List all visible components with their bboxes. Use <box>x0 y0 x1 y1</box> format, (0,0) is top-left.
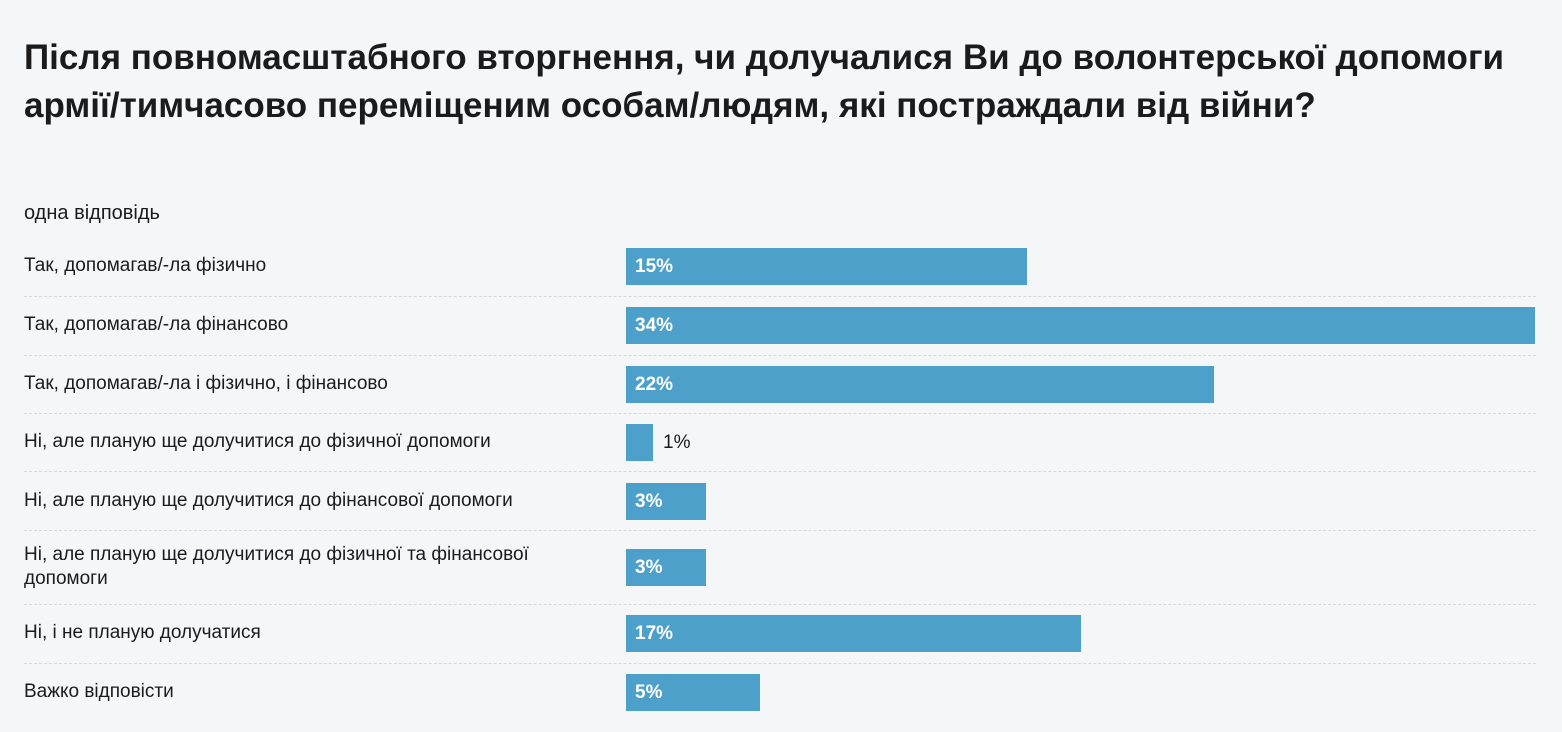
row-divider <box>24 663 1536 664</box>
category-label: Ні, але планую ще долучитися до фізичної… <box>24 544 529 589</box>
bar <box>626 307 1535 344</box>
row-divider <box>24 355 1536 356</box>
bar-value-label: 17% <box>635 623 674 644</box>
bar-value-label: 3% <box>635 557 663 578</box>
row-divider <box>24 471 1536 472</box>
bar <box>626 366 1214 403</box>
bar <box>626 424 653 461</box>
category-label: Так, допомагав/-ла фінансово <box>24 314 289 335</box>
row-divider <box>24 413 1536 414</box>
category-label: Ні, але планую ще долучитися до фізичної… <box>24 431 491 452</box>
category-label: Ні, і не планую долучатися <box>24 622 261 643</box>
bar-value-label: 22% <box>635 374 674 395</box>
category-label: Так, допомагав/-ла і фізично, і фінансов… <box>24 373 388 394</box>
bar-value-label: 15% <box>635 256 674 277</box>
category-label: Так, допомагав/-ла фізично <box>24 255 267 276</box>
row-divider <box>24 604 1536 605</box>
chart-title: Після повномасштабного вторгнення, чи до… <box>24 38 1505 125</box>
category-label: Важко відповісти <box>24 681 174 702</box>
bar-value-label: 3% <box>635 491 663 512</box>
bar-value-label: 1% <box>663 432 691 453</box>
bar <box>626 248 1027 285</box>
bar-value-label: 34% <box>635 315 674 336</box>
bar <box>626 549 706 586</box>
bar-value-label: 5% <box>635 682 663 703</box>
bar <box>626 615 1081 652</box>
chart-subtitle: одна відповідь <box>24 202 160 224</box>
category-label: Ні, але планую ще долучитися до фінансов… <box>24 490 513 511</box>
row-divider <box>24 530 1536 531</box>
row-divider <box>24 296 1536 297</box>
bar <box>626 483 706 520</box>
bar <box>626 674 760 711</box>
